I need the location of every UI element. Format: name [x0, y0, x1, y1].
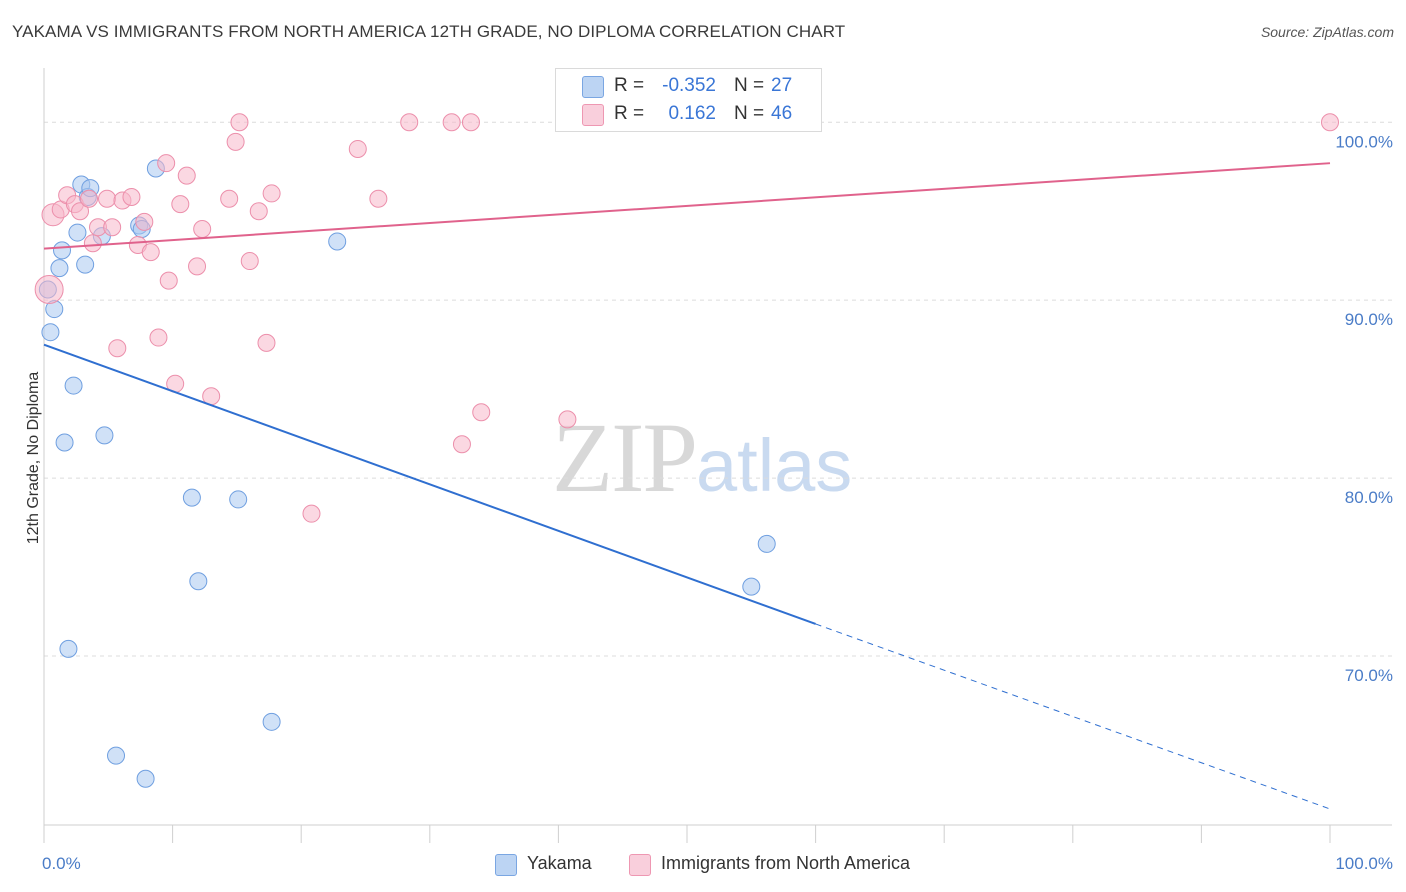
immigrants-point: [226, 132, 245, 151]
immigrants-point: [348, 139, 367, 158]
immigrants-point: [220, 189, 239, 208]
legend-r-value: -0.352: [662, 75, 716, 96]
immigrants-point: [80, 189, 99, 208]
immigrants-point: [369, 189, 388, 208]
immigrants-point: [188, 257, 207, 276]
chart-title: YAKAMA VS IMMIGRANTS FROM NORTH AMERICA …: [12, 22, 846, 41]
immigrants-point: [257, 333, 276, 352]
legend-label-immigrants: Immigrants from North America: [661, 853, 911, 873]
grid-lines: [44, 121, 1392, 657]
immigrants-point: [193, 220, 212, 239]
yakama-point: [328, 232, 347, 251]
immigrants-point: [159, 271, 178, 290]
immigrants-point: [302, 504, 321, 523]
immigrants-point: [141, 243, 160, 262]
legend-n-value: 46: [771, 103, 793, 124]
yakama-point: [757, 534, 776, 553]
immigrants-point: [230, 113, 249, 132]
axes: [43, 68, 1392, 843]
yakama-point: [50, 259, 69, 278]
tick-labels: 100.0% 90.0% 80.0% 70.0% 0.0% 100.0%: [42, 132, 1393, 873]
immigrants-point: [249, 202, 268, 221]
yakama-trend-extension: [815, 623, 1331, 810]
immigrants-point: [98, 189, 117, 208]
source-label: Source: ZipAtlas.com: [1260, 24, 1394, 40]
yakama-point: [182, 488, 201, 507]
immigrants-point: [34, 275, 64, 304]
x-tick-label: 0.0%: [42, 854, 81, 873]
immigrants-point: [103, 218, 122, 237]
y-tick-label: 80.0%: [1345, 488, 1393, 507]
yakama-point: [55, 433, 74, 452]
immigrants-point: [71, 202, 90, 221]
yakama-point: [742, 577, 761, 596]
legend-label-yakama: Yakama: [527, 853, 592, 873]
legend-r-label: R =: [614, 75, 645, 96]
immigrants-point: [262, 184, 281, 203]
x-tick-label: 100.0%: [1335, 854, 1393, 873]
immigrants-point: [240, 252, 259, 271]
immigrants-point: [400, 113, 419, 132]
immigrants-point: [157, 154, 176, 173]
immigrants-trend-line: [43, 162, 1331, 250]
yakama-point: [95, 426, 114, 445]
legend-r-label: R =: [614, 103, 645, 124]
correlation-legend: R = -0.352 N = 27 R = 0.162 N = 46: [555, 68, 822, 132]
immigrants-point: [83, 234, 102, 253]
immigrants-point: [472, 403, 491, 422]
yakama-point: [262, 712, 281, 731]
immigrants-point: [177, 166, 196, 185]
immigrants-point: [171, 195, 190, 214]
y-axis-label: 12th Grade, No Diploma: [25, 372, 42, 545]
yakama-point: [59, 639, 78, 658]
watermark-atlas: atlas: [696, 424, 853, 507]
immigrants-point: [461, 113, 480, 132]
legend-swatch-yakama: [495, 854, 517, 876]
yakama-point: [41, 323, 60, 342]
series-legend: Yakama Immigrants from North America: [0, 852, 1406, 878]
yakama-point: [53, 241, 72, 260]
yakama-trend-line: [43, 343, 816, 625]
yakama-point: [64, 376, 83, 395]
yakama-point: [189, 572, 208, 591]
yakama-point: [68, 223, 87, 242]
yakama-point: [107, 746, 126, 765]
y-tick-label: 100.0%: [1335, 132, 1393, 151]
trend-lines: [43, 162, 1331, 810]
immigrants-points: [34, 113, 1339, 523]
immigrants-point: [149, 328, 168, 347]
immigrants-point: [452, 435, 471, 454]
yakama-point: [76, 255, 95, 274]
legend-n-label: N =: [734, 103, 765, 124]
legend-r-value: 0.162: [668, 103, 716, 124]
watermark-zip: ZIP: [552, 402, 698, 513]
yakama-point: [136, 769, 155, 788]
yakama-point: [229, 490, 248, 509]
legend-n-value: 27: [771, 75, 793, 96]
y-tick-label: 90.0%: [1345, 310, 1393, 329]
legend-row-immigrants: R = 0.162 N = 46: [556, 100, 821, 128]
y-tick-label: 70.0%: [1345, 666, 1393, 685]
immigrants-point: [135, 212, 154, 231]
immigrants-point: [558, 410, 577, 429]
legend-swatch-immigrants: [629, 854, 651, 876]
legend-swatch-immigrants: [582, 104, 604, 126]
immigrants-point: [108, 339, 127, 358]
immigrants-point: [1321, 113, 1339, 132]
legend-row-yakama: R = -0.352 N = 27: [556, 72, 821, 100]
immigrants-point: [442, 113, 461, 132]
immigrants-point: [122, 187, 141, 206]
legend-n-label: N =: [734, 75, 765, 96]
watermark: ZIPatlas: [552, 400, 852, 515]
legend-swatch-yakama: [582, 76, 604, 98]
